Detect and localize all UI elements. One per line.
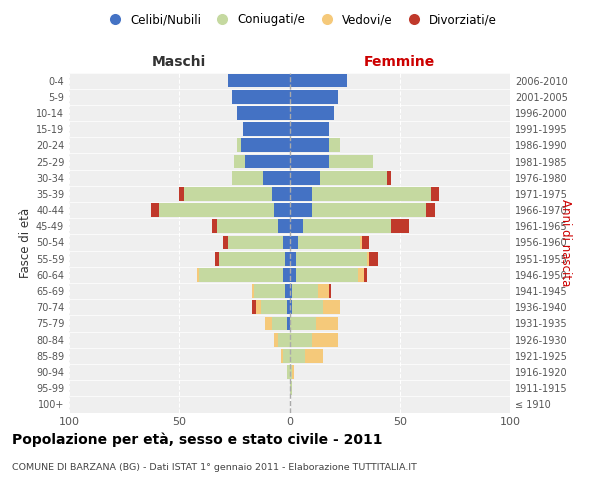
Bar [290,74,347,88]
Bar [290,138,329,152]
Bar [184,187,272,201]
Bar [329,138,340,152]
Bar [296,268,358,282]
Bar [311,203,426,217]
Bar [281,349,283,362]
Bar [215,252,219,266]
Bar [386,171,391,184]
Bar [265,316,272,330]
Bar [290,236,298,250]
Bar [290,333,311,346]
Bar [290,122,329,136]
Bar [292,300,323,314]
Bar [283,268,290,282]
Bar [199,268,283,282]
Bar [290,300,292,314]
Bar [305,349,323,362]
Bar [290,90,338,104]
Bar [290,203,311,217]
Bar [219,252,285,266]
Bar [318,284,329,298]
Bar [285,252,290,266]
Bar [287,300,290,314]
Bar [320,171,386,184]
Y-axis label: Anni di nascita: Anni di nascita [559,199,572,286]
Bar [212,220,217,233]
Bar [278,333,290,346]
Bar [311,187,431,201]
Bar [316,316,338,330]
Text: Popolazione per età, sesso e stato civile - 2011: Popolazione per età, sesso e stato civil… [12,432,383,447]
Bar [254,284,285,298]
Bar [287,316,290,330]
Bar [362,236,369,250]
Bar [391,220,409,233]
Bar [283,349,290,362]
Bar [426,203,435,217]
Bar [369,252,378,266]
Bar [292,365,294,379]
Bar [256,300,261,314]
Bar [290,349,305,362]
Bar [292,284,318,298]
Bar [290,187,311,201]
Bar [197,268,199,282]
Bar [160,203,274,217]
Text: Maschi: Maschi [152,55,206,69]
Bar [290,284,292,298]
Bar [179,187,184,201]
Bar [235,154,245,168]
Bar [364,268,367,282]
Bar [228,74,290,88]
Bar [228,236,283,250]
Bar [290,382,292,395]
Bar [296,252,367,266]
Bar [290,316,316,330]
Bar [323,300,340,314]
Bar [329,154,373,168]
Bar [303,220,391,233]
Bar [232,171,263,184]
Text: Femmine: Femmine [364,55,436,69]
Bar [290,154,329,168]
Bar [236,106,290,120]
Bar [278,220,290,233]
Bar [298,236,360,250]
Bar [311,333,338,346]
Bar [263,171,290,184]
Bar [431,187,439,201]
Bar [217,220,278,233]
Bar [290,365,292,379]
Bar [252,300,256,314]
Bar [290,106,334,120]
Text: COMUNE DI BARZANA (BG) - Dati ISTAT 1° gennaio 2011 - Elaborazione TUTTITALIA.IT: COMUNE DI BARZANA (BG) - Dati ISTAT 1° g… [12,462,417,471]
Bar [252,284,254,298]
Bar [285,284,290,298]
Bar [367,252,369,266]
Bar [290,268,296,282]
Y-axis label: Fasce di età: Fasce di età [19,208,32,278]
Bar [241,138,290,152]
Bar [245,154,290,168]
Bar [272,316,287,330]
Bar [290,252,296,266]
Bar [287,365,290,379]
Bar [290,220,303,233]
Bar [274,203,290,217]
Bar [360,236,362,250]
Bar [290,171,320,184]
Bar [243,122,290,136]
Bar [151,203,160,217]
Legend: Celibi/Nubili, Coniugati/e, Vedovi/e, Divorziati/e: Celibi/Nubili, Coniugati/e, Vedovi/e, Di… [98,8,502,31]
Bar [274,333,278,346]
Bar [283,236,290,250]
Bar [272,187,290,201]
Bar [329,284,331,298]
Bar [223,236,228,250]
Bar [236,138,241,152]
Bar [261,300,287,314]
Bar [232,90,290,104]
Bar [358,268,364,282]
